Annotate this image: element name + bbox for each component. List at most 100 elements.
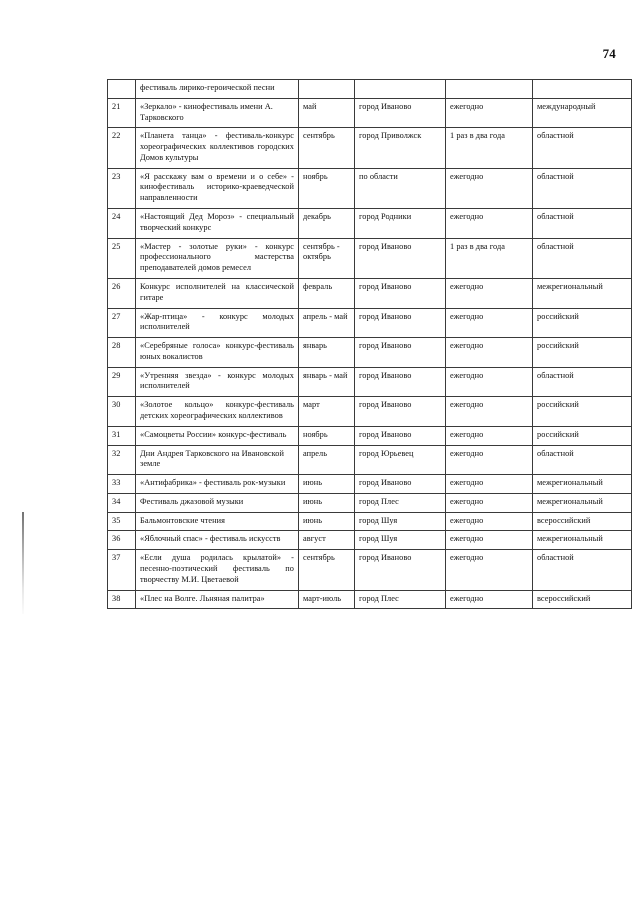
table-row: 30 «Золотое кольцо» конкурс-фестиваль дет… [107, 396, 632, 427]
table-row: 33 «Антифабрика» - фестиваль рок-музыки ию… [107, 474, 632, 494]
event-name-cell: «Жар-птица» - конкурс молодых исполнител… [135, 307, 299, 339]
event-frequency-cell: ежегодно [445, 511, 533, 532]
row-number-cell: 26 [107, 277, 136, 309]
event-frequency-cell: ежегодно [445, 474, 533, 494]
event-month-cell: декабрь [298, 208, 355, 239]
event-frequency-cell: ежегодно [445, 549, 533, 591]
event-name-cell: Бальмонтовские чтения [135, 511, 299, 532]
event-frequency-cell: ежегодно [445, 444, 533, 476]
event-month-cell: сентябрь [298, 549, 355, 591]
event-level-cell: областной [532, 237, 632, 279]
scan-artifact-line [22, 512, 24, 614]
event-month-cell: август [298, 530, 355, 551]
event-place-cell: город Иваново [354, 474, 446, 494]
row-number-cell: 38 [107, 589, 136, 610]
event-month-cell: сентябрь - октябрь [298, 237, 355, 279]
event-month-cell [298, 79, 355, 99]
event-name-cell: «Планета танца» - фестиваль-конкурс хоре… [135, 127, 299, 169]
event-level-cell: российский [532, 307, 632, 339]
event-month-cell: ноябрь [298, 425, 355, 446]
table-row: 24 «Настоящий Дед Мороз» - специальный тв… [107, 208, 632, 239]
table-row: 21 «Зеркало» - кинофестиваль имени А. Тар… [107, 97, 632, 129]
event-place-cell: город Приволжск [354, 127, 446, 169]
event-month-cell: апрель - май [298, 307, 355, 339]
event-place-cell: город Иваново [354, 549, 446, 591]
table-row: 35 Бальмонтовские чтения июнь город Шуя ежег… [107, 511, 632, 532]
event-place-cell: город Иваново [354, 396, 446, 427]
event-name-cell: «Антифабрика» - фестиваль рок-музыки [135, 474, 299, 494]
row-number-cell: 31 [107, 425, 136, 446]
event-level-cell: российский [532, 425, 632, 446]
row-number-cell: 30 [107, 396, 136, 427]
event-month-cell: январь - май [298, 366, 355, 398]
event-month-cell: июнь [298, 511, 355, 532]
event-name-cell: «Я расскажу вам о времени и о себе» - ки… [135, 167, 299, 210]
row-number-cell: 24 [107, 208, 136, 239]
event-month-cell: сентябрь [298, 127, 355, 169]
table-row: 34 Фестиваль джазовой музыки июнь город Пле… [107, 492, 632, 513]
event-level-cell: областной [532, 549, 632, 591]
event-place-cell: город Иваново [354, 237, 446, 279]
event-name-cell: Фестиваль джазовой музыки [135, 492, 299, 513]
table-row: 32 Дни Андрея Тарковского на Ивановской з… [107, 444, 632, 476]
table-row: 31 «Самоцветы России» конкурс-фестиваль но… [107, 425, 632, 446]
row-number-cell: 37 [107, 549, 136, 591]
event-frequency-cell: 1 раз в два года [445, 127, 533, 169]
event-level-cell: российский [532, 396, 632, 427]
table-row: 23 «Я расскажу вам о времени и о себе» - … [107, 167, 632, 210]
row-number-cell: 28 [107, 337, 136, 368]
event-place-cell: город Плес [354, 589, 446, 610]
row-number-cell: 25 [107, 237, 136, 279]
event-name-cell: Дни Андрея Тарковского на Ивановской зем… [135, 444, 299, 476]
row-number-cell: 34 [107, 492, 136, 513]
event-frequency-cell: ежегодно [445, 492, 533, 513]
table-row: 27 «Жар-птица» - конкурс молодых исполнит… [107, 307, 632, 339]
event-place-cell: город Иваново [354, 366, 446, 398]
event-name-cell: «Если душа родилась крылатой» - песенно-… [135, 549, 299, 591]
event-month-cell: март [298, 396, 355, 427]
row-number-cell: 23 [107, 167, 136, 210]
event-frequency-cell: ежегодно [445, 208, 533, 239]
event-place-cell: город Шуя [354, 530, 446, 551]
table-row: 36 «Яблочный спас» - фестиваль искусств ав… [107, 530, 632, 551]
table-row: 26 Конкурс исполнителей на классической г… [107, 277, 632, 309]
event-frequency-cell: ежегодно [445, 530, 533, 551]
event-level-cell: всероссийский [532, 589, 632, 610]
event-name-cell: «Зеркало» - кинофестиваль имени А. Тарко… [135, 97, 299, 129]
event-month-cell: март-июль [298, 589, 355, 610]
event-level-cell: областной [532, 366, 632, 398]
event-place-cell: город Иваново [354, 425, 446, 446]
event-name-cell: «Плес на Волге. Льняная палитра» [135, 589, 299, 610]
table-row: 38 «Плес на Волге. Льняная палитра» март-и… [107, 589, 632, 610]
event-frequency-cell [445, 79, 533, 99]
event-name-cell: фестиваль лирико-героической песни [135, 79, 299, 99]
event-frequency-cell: ежегодно [445, 277, 533, 309]
event-place-cell: город Плес [354, 492, 446, 513]
event-frequency-cell: ежегодно [445, 366, 533, 398]
row-number-cell: 21 [107, 97, 136, 129]
event-place-cell [354, 79, 446, 99]
event-level-cell: областной [532, 167, 632, 210]
table-row: 29 «Утренняя звезда» - конкурс молодых ис… [107, 366, 632, 398]
event-frequency-cell: 1 раз в два года [445, 237, 533, 279]
event-month-cell: июнь [298, 492, 355, 513]
event-month-cell: ноябрь [298, 167, 355, 210]
event-name-cell: «Самоцветы России» конкурс-фестиваль [135, 425, 299, 446]
event-level-cell: межрегиональный [532, 530, 632, 551]
event-frequency-cell: ежегодно [445, 337, 533, 368]
event-level-cell: областной [532, 208, 632, 239]
table-row: 25 «Мастер - золотые руки» - конкурс проф… [107, 237, 632, 279]
event-place-cell: город Шуя [354, 511, 446, 532]
row-number-cell [107, 79, 136, 99]
event-level-cell: областной [532, 127, 632, 169]
schedule-table: фестиваль лирико-героической песни 21 «Зер… [107, 79, 632, 610]
row-number-cell: 22 [107, 127, 136, 169]
event-month-cell: февраль [298, 277, 355, 309]
event-place-cell: город Иваново [354, 307, 446, 339]
event-frequency-cell: ежегодно [445, 167, 533, 210]
table-row: 37 «Если душа родилась крылатой» - песенн… [107, 549, 632, 591]
event-level-cell: международный [532, 97, 632, 129]
event-month-cell: июнь [298, 474, 355, 494]
event-frequency-cell: ежегодно [445, 97, 533, 129]
table-row: 28 «Серебряные голоса» конкурс-фестиваль … [107, 337, 632, 368]
